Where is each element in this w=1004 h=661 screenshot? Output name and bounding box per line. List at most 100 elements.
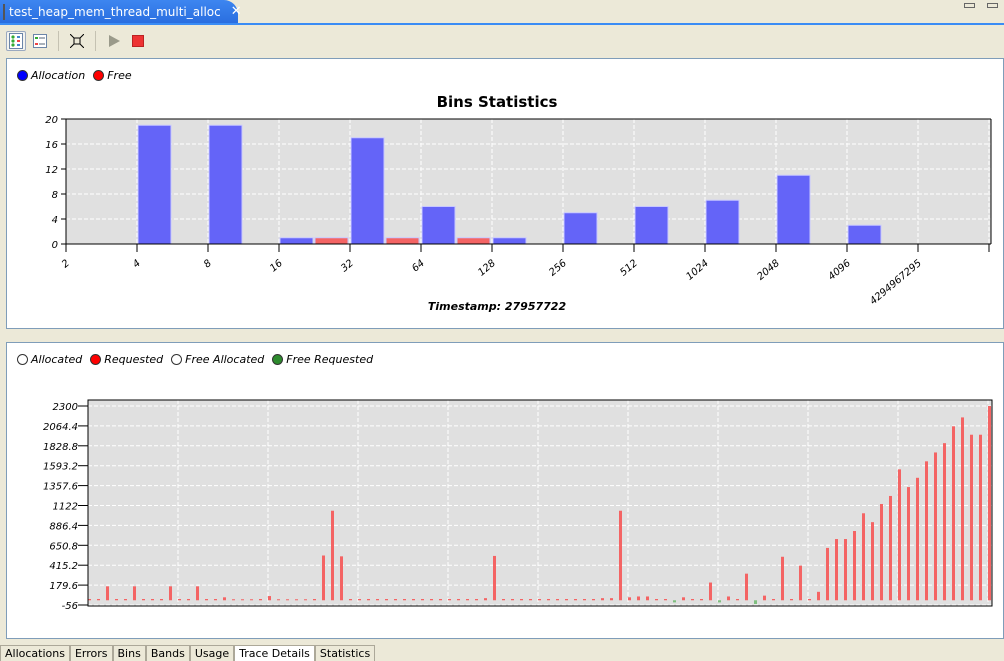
free-dot-icon <box>93 70 105 81</box>
minimize-button[interactable] <box>964 3 975 8</box>
requested-bar <box>502 599 505 601</box>
toolbar-separator <box>58 31 59 51</box>
list-view-icon <box>33 34 47 48</box>
stop-icon <box>132 35 144 47</box>
requested-bar <box>160 599 163 601</box>
tab-bins[interactable]: Bins <box>112 645 146 661</box>
y-tick-label: 886.4 <box>49 521 78 532</box>
requested-bar <box>124 599 127 601</box>
requested-bar <box>853 531 856 601</box>
requested-bar <box>223 597 226 601</box>
requested-bar <box>574 599 577 601</box>
x-tick-label: 16 <box>268 258 285 275</box>
tab-bands[interactable]: Bands <box>145 645 190 661</box>
list-view-button[interactable] <box>30 31 50 51</box>
requested-bar <box>790 599 793 601</box>
close-icon[interactable]: ✕ <box>230 4 242 19</box>
requested-bar <box>592 599 595 601</box>
requested-bar <box>475 599 478 601</box>
legend-label: Requested <box>104 353 164 366</box>
requested-bar <box>619 510 622 601</box>
requested-bar <box>394 599 397 601</box>
allocation-bar <box>492 237 527 245</box>
y-tick-label: -56 <box>62 601 78 612</box>
legend-label: Allocation <box>31 69 86 82</box>
tab-trace-details[interactable]: Trace Details <box>234 645 315 661</box>
requested-bar <box>367 599 370 601</box>
requested-bar <box>772 599 775 601</box>
requested-bar <box>259 599 262 601</box>
requested-bar <box>151 599 154 601</box>
requested-bar <box>862 513 865 601</box>
stop-button[interactable] <box>128 31 148 51</box>
requested-bar <box>799 565 802 601</box>
requested-bar <box>709 582 712 601</box>
y-tick-label: 1593.2 <box>43 462 78 473</box>
collapse-icon <box>70 34 84 48</box>
free-bar <box>314 237 349 245</box>
requested-bar <box>763 595 766 601</box>
requested-bar <box>601 598 604 601</box>
legend-item-allocated: Allocated <box>17 353 82 366</box>
requested-bar <box>268 596 271 601</box>
requested-bar <box>727 596 730 601</box>
x-tick-label: 64 <box>410 258 427 275</box>
restore-button[interactable] <box>987 3 998 8</box>
tab-usage[interactable]: Usage <box>189 645 235 661</box>
y-tick-label: 2300 <box>53 402 78 413</box>
collapse-button[interactable] <box>67 31 87 51</box>
requested-bar <box>493 555 496 601</box>
requested-bar <box>214 599 217 601</box>
requested-bar <box>682 597 685 601</box>
free-requested-bar <box>673 600 676 603</box>
requested-bar <box>313 599 316 601</box>
layout-toggle-button[interactable] <box>6 31 26 51</box>
requested-bar <box>808 599 811 601</box>
requested-dot-icon <box>90 354 102 365</box>
x-tick-label: 8 <box>202 258 214 271</box>
editor-tab[interactable]: test_heap_mem_thread_multi_alloc ✕ <box>0 0 242 23</box>
allocation-bar <box>847 224 882 245</box>
x-tick-label: 256 <box>547 258 569 279</box>
legend-item-requested: Requested <box>90 353 163 366</box>
free-requested-bar <box>754 600 757 605</box>
tab-errors[interactable]: Errors <box>69 645 113 661</box>
play-button[interactable] <box>104 31 124 51</box>
allocation-dot-icon <box>17 70 28 81</box>
requested-bar <box>304 599 307 601</box>
x-tick-label: 512 <box>618 258 640 279</box>
usage-chart: -56 179.6 415.2 650.8 886.4 1122 1357.6 1593.2 1… <box>43 399 993 612</box>
chart-title: Bins Statistics <box>437 93 558 111</box>
requested-bar <box>385 599 388 601</box>
tab-allocations[interactable]: Allocations <box>0 645 70 661</box>
legend-label: Free Allocated <box>185 353 265 366</box>
allocated-dot-icon <box>17 354 28 365</box>
y-tick-label: 179.6 <box>49 581 78 592</box>
requested-bar <box>448 599 451 601</box>
requested-bar <box>628 597 631 601</box>
x-tick-label: 4294967295 <box>868 258 924 307</box>
requested-bar <box>979 434 982 601</box>
requested-bar <box>106 586 109 601</box>
legend-item-free: Free <box>93 69 132 82</box>
requested-bar <box>826 547 829 601</box>
plot-border <box>87 399 993 607</box>
requested-bar <box>196 586 199 601</box>
requested-bar <box>484 598 487 601</box>
requested-bar <box>844 539 847 601</box>
requested-bar <box>520 599 523 601</box>
requested-bar <box>349 599 352 601</box>
toolbar <box>6 31 148 51</box>
allocation-bar <box>350 137 385 245</box>
requested-bar <box>835 539 838 601</box>
requested-bar <box>583 599 586 601</box>
requested-bar <box>88 599 91 601</box>
toolbar-separator <box>95 31 96 51</box>
play-icon <box>109 35 120 47</box>
requested-bar <box>322 555 325 601</box>
requested-bar <box>565 599 568 601</box>
layout-toggle-icon <box>9 33 23 49</box>
requested-bar <box>331 510 334 601</box>
free-requested-bar <box>718 600 721 603</box>
tab-statistics[interactable]: Statistics <box>314 645 376 661</box>
